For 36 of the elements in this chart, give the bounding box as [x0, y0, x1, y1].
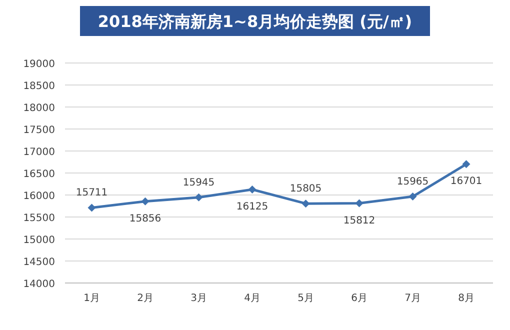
- data-label: 15965: [396, 176, 429, 188]
- y-tick-label: 15500: [23, 213, 55, 224]
- chart-title: 2018年济南新房1~8月均价走势图 (元/㎡): [98, 12, 412, 31]
- y-tick-label: 17000: [23, 147, 55, 158]
- y-tick-label: 17500: [23, 125, 55, 136]
- x-tick-label: 3月: [190, 293, 207, 304]
- data-label: 16701: [450, 176, 482, 188]
- point: [408, 192, 417, 201]
- x-tick-label: 2月: [137, 293, 154, 304]
- point: [141, 197, 150, 206]
- y-tick-label: 14000: [23, 279, 55, 290]
- x-tick-label: 1月: [84, 293, 100, 304]
- point: [462, 160, 470, 168]
- y-tick-label: 16500: [23, 169, 55, 180]
- data-label: 15856: [129, 213, 162, 224]
- x-tick-label: 7月: [404, 293, 421, 304]
- y-tick-label: 14500: [23, 257, 55, 268]
- point: [88, 204, 96, 212]
- x-tick-label: 4月: [244, 293, 260, 304]
- data-label: 15805: [290, 184, 322, 195]
- point: [302, 200, 310, 208]
- y-tick-label: 15000: [23, 235, 55, 246]
- x-tick-label: 8月: [458, 293, 474, 304]
- point: [194, 193, 203, 202]
- x-tick-label: 5月: [298, 293, 314, 304]
- data-label: 16125: [236, 202, 268, 212]
- data-label: 15711: [76, 188, 108, 199]
- x-tick-label: 6月: [351, 293, 368, 304]
- y-tick-label: 16000: [23, 191, 55, 202]
- point: [248, 186, 256, 194]
- y-tick-label: 19000: [23, 59, 55, 70]
- point: [355, 199, 364, 208]
- data-label: 15812: [343, 215, 376, 226]
- y-tick-label: 18500: [23, 81, 55, 92]
- y-tick-label: 18000: [23, 103, 55, 114]
- data-label: 15945: [182, 177, 215, 188]
